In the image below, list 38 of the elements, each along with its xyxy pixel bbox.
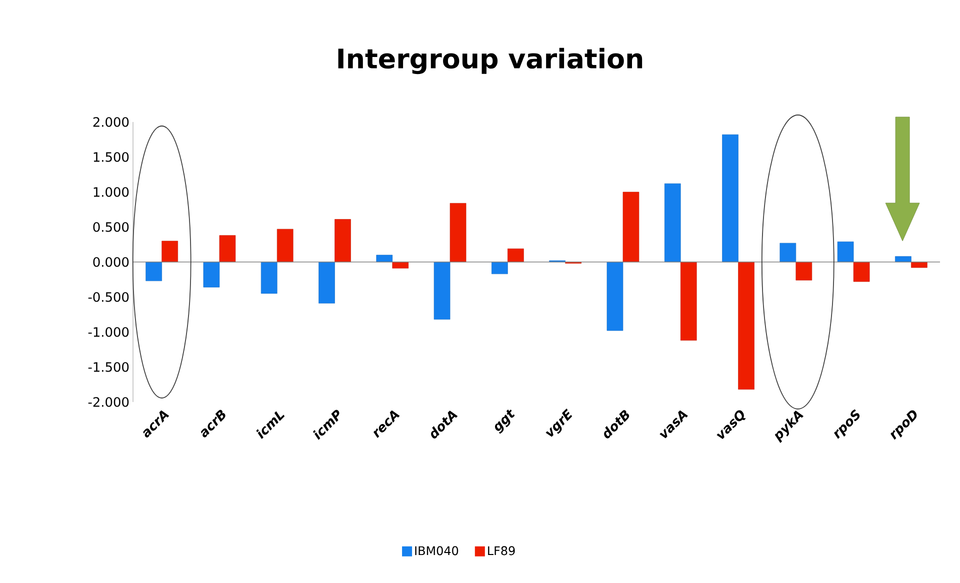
bar: [318, 262, 335, 304]
bar: [622, 192, 640, 262]
y-tick-label: 1.500: [94, 152, 129, 162]
bar: [450, 203, 466, 262]
bar: [722, 134, 738, 262]
bar: [219, 235, 236, 262]
legend-label: LF89: [488, 546, 515, 556]
bar: [837, 242, 854, 262]
y-tick-label: -1.500: [88, 362, 129, 372]
bar: [680, 262, 697, 341]
bar: [796, 262, 812, 280]
legend-label: IBM040: [415, 546, 458, 556]
bar: [146, 262, 162, 282]
bar: [664, 183, 681, 262]
bar: [853, 262, 870, 282]
y-tick-label: 0.000: [93, 257, 129, 267]
bar: [162, 240, 178, 262]
y-tick-label: 1.000: [94, 187, 129, 197]
bar: [434, 262, 450, 320]
y-tick-label: 0.500: [93, 222, 129, 232]
bar: [492, 262, 508, 274]
bar: [276, 228, 294, 262]
bar: [508, 248, 524, 262]
bar: [260, 262, 278, 294]
bar: [895, 256, 912, 262]
bar: [606, 262, 624, 331]
bar: [203, 262, 220, 288]
bar: [392, 262, 409, 268]
bar: [738, 262, 754, 390]
bar: [780, 242, 796, 262]
chart-title: Intergroup variation: [338, 48, 642, 74]
bar: [911, 262, 928, 268]
bar: [376, 254, 393, 262]
y-tick-label: -2.000: [88, 397, 129, 407]
y-tick-label: 2.000: [93, 117, 129, 127]
y-tick-label: -0.500: [88, 292, 129, 302]
bar: [334, 219, 351, 262]
y-tick-label: -1.000: [88, 327, 129, 337]
